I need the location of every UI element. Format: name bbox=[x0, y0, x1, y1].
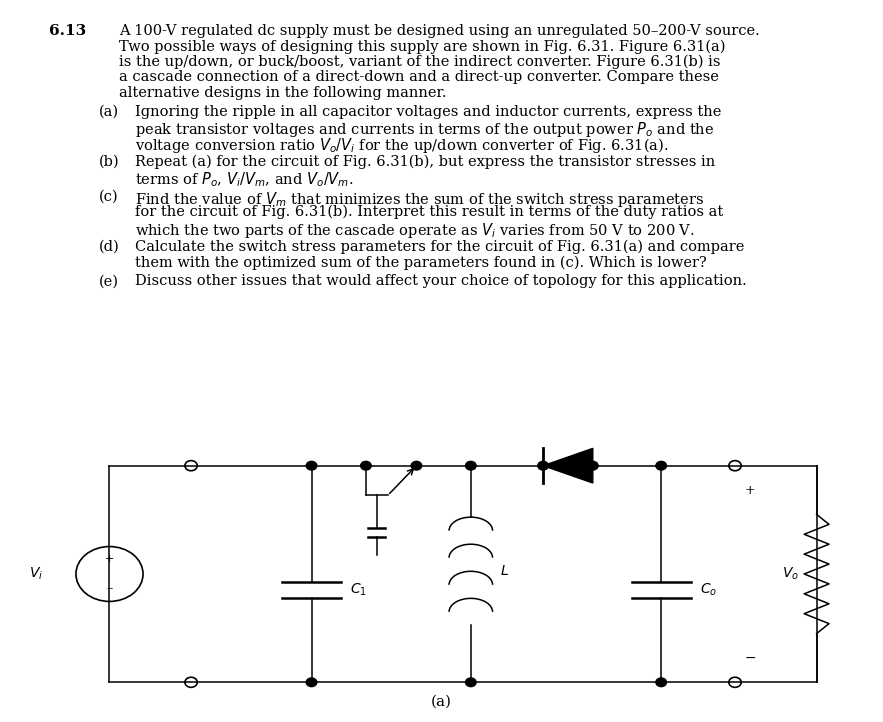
Circle shape bbox=[656, 461, 667, 470]
Polygon shape bbox=[543, 448, 592, 483]
Text: $V_i$: $V_i$ bbox=[28, 566, 42, 582]
Text: $L$: $L$ bbox=[501, 565, 509, 578]
Circle shape bbox=[306, 678, 317, 687]
Text: (d): (d) bbox=[99, 240, 119, 253]
Text: Find the value of $V_m$ that minimizes the sum of the switch stress parameters: Find the value of $V_m$ that minimizes t… bbox=[135, 190, 705, 209]
Circle shape bbox=[465, 678, 476, 687]
Text: alternative designs in the following manner.: alternative designs in the following man… bbox=[119, 86, 447, 100]
Text: $C_o$: $C_o$ bbox=[700, 582, 717, 599]
Text: 6.13: 6.13 bbox=[49, 24, 86, 38]
Text: voltage conversion ratio $V_o/V_i$ for the up/down converter of Fig. 6.31(a).: voltage conversion ratio $V_o/V_i$ for t… bbox=[135, 136, 668, 155]
Circle shape bbox=[306, 461, 317, 470]
Text: Two possible ways of designing this supply are shown in Fig. 6.31. Figure 6.31(a: Two possible ways of designing this supp… bbox=[119, 40, 726, 53]
Circle shape bbox=[411, 461, 422, 470]
Text: peak transistor voltages and currents in terms of the output power $P_o$ and the: peak transistor voltages and currents in… bbox=[135, 120, 714, 139]
Text: (a): (a) bbox=[431, 695, 452, 708]
Text: (a): (a) bbox=[99, 105, 119, 118]
Text: +: + bbox=[744, 484, 755, 497]
Text: −: − bbox=[744, 651, 756, 665]
Circle shape bbox=[360, 461, 371, 470]
Text: (c): (c) bbox=[99, 190, 118, 204]
Circle shape bbox=[656, 678, 667, 687]
Circle shape bbox=[538, 461, 548, 470]
Text: +: + bbox=[105, 554, 114, 564]
Text: A 100-V regulated dc supply must be designed using an unregulated 50–200-V sourc: A 100-V regulated dc supply must be desi… bbox=[119, 24, 760, 38]
Circle shape bbox=[465, 461, 476, 470]
Text: Calculate the switch stress parameters for the circuit of Fig. 6.31(a) and compa: Calculate the switch stress parameters f… bbox=[135, 240, 744, 254]
Text: which the two parts of the cascade operate as $V_i$ varies from 50 V to 200 V.: which the two parts of the cascade opera… bbox=[135, 221, 695, 240]
Text: terms of $P_o$, $V_i/V_m$, and $V_o/V_m$.: terms of $P_o$, $V_i/V_m$, and $V_o/V_m$… bbox=[135, 170, 354, 189]
Text: (b): (b) bbox=[99, 155, 119, 169]
Circle shape bbox=[587, 461, 598, 470]
Text: them with the optimized sum of the parameters found in (c). Which is lower?: them with the optimized sum of the param… bbox=[135, 256, 707, 269]
Text: a cascade connection of a direct-down and a direct-up converter. Compare these: a cascade connection of a direct-down an… bbox=[119, 70, 719, 84]
Text: Ignoring the ripple in all capacitor voltages and inductor currents, express the: Ignoring the ripple in all capacitor vol… bbox=[135, 105, 721, 118]
Text: $V_o$: $V_o$ bbox=[781, 566, 798, 582]
Text: is the up/down, or buck/boost, variant of the indirect converter. Figure 6.31(b): is the up/down, or buck/boost, variant o… bbox=[119, 55, 721, 69]
Text: for the circuit of Fig. 6.31(b). Interpret this result in terms of the duty rati: for the circuit of Fig. 6.31(b). Interpr… bbox=[135, 205, 723, 219]
Text: –: – bbox=[106, 583, 113, 596]
Text: Discuss other issues that would affect your choice of topology for this applicat: Discuss other issues that would affect y… bbox=[135, 274, 747, 288]
Text: (e): (e) bbox=[99, 274, 119, 288]
Text: $C_1$: $C_1$ bbox=[351, 582, 367, 599]
Text: Repeat (a) for the circuit of Fig. 6.31(b), but express the transistor stresses : Repeat (a) for the circuit of Fig. 6.31(… bbox=[135, 155, 715, 169]
